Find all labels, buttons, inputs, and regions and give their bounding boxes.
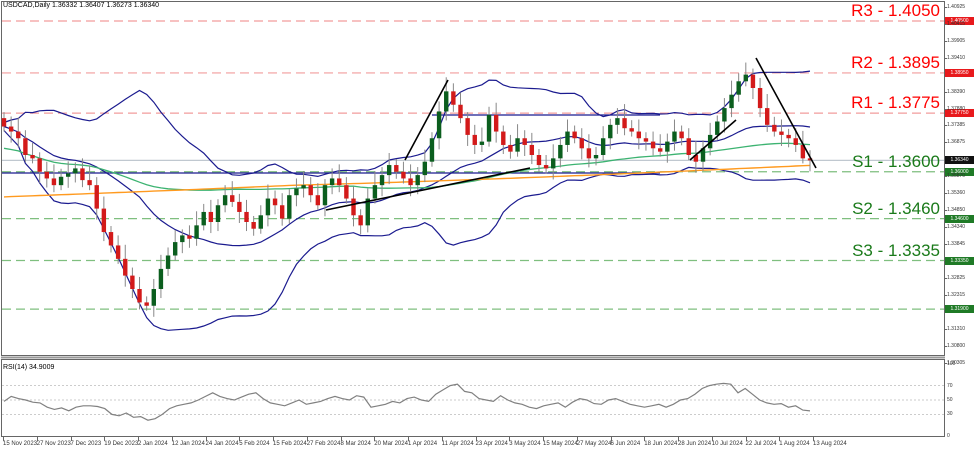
date-axis-label: 28 Jun 2024 — [678, 441, 712, 447]
price-axis-label: 1.34340 — [947, 224, 966, 231]
price-tag-s3: 1.33350 — [945, 256, 974, 265]
price-axis-label: 1.30800 — [947, 342, 966, 349]
price-axis-label: 1.30305 — [947, 359, 966, 366]
date-axis-label: 19 Dec 2023 — [104, 441, 139, 447]
rsi-panel-frame — [1, 359, 945, 437]
price-axis-label: 1.36875 — [947, 139, 966, 146]
rsi-axis-label: 100 — [947, 361, 956, 367]
level-label-r3: R3 - 1.4050 — [851, 1, 940, 20]
price-tag-s2: 1.34600 — [945, 214, 974, 223]
date-axis-label: 15 Nov 2023 — [3, 441, 38, 447]
trendline-2[interactable] — [689, 119, 737, 161]
date-axis-label: 2 Jan 2024 — [138, 441, 168, 447]
date-axis-label: 20 Mar 2024 — [374, 441, 408, 447]
rsi-axis-label: 70 — [947, 382, 953, 389]
price-tag-s4: 1.31900 — [945, 305, 974, 314]
date-axis-label: 5 Feb 2024 — [239, 441, 270, 447]
price-axis-label: 1.39410 — [947, 54, 966, 61]
moving-averages — [3, 142, 811, 198]
date-axis-label: 6 Jun 2024 — [610, 441, 641, 447]
date-axis-label: 3 May 2024 — [509, 441, 541, 447]
date-axis-label: 11 Apr 2024 — [441, 441, 474, 447]
price-tag-r1: 1.37750 — [945, 109, 974, 118]
date-axis-label: 12 Jan 2024 — [171, 441, 205, 447]
level-label-s1: S1 - 1.3600 — [852, 151, 940, 171]
price-axis-label: 1.35870 — [947, 173, 966, 180]
trendline-1[interactable] — [404, 79, 449, 161]
current-price-tag: 1.36340 — [945, 156, 974, 165]
rsi-axis-label: 0 — [947, 433, 950, 439]
price-tag-s1: 1.36000 — [945, 167, 974, 176]
price-axis-label: 1.40415 — [947, 20, 966, 27]
price-axis-label: 1.39905 — [947, 37, 966, 44]
price-tag-r2: 1.38950 — [945, 68, 974, 77]
date-axis-label: 13 Aug 2024 — [813, 441, 847, 447]
date-axis-label: 1 Aug 2024 — [779, 441, 810, 447]
rsi-line — [3, 382, 811, 421]
price-axis-label: 1.35360 — [947, 190, 966, 197]
price-axis-label: 1.32825 — [947, 275, 966, 282]
date-axis-label: 8 Mar 2024 — [340, 441, 371, 447]
date-axis-label: 24 Jan 2024 — [205, 441, 239, 447]
date-axis-label: 1 Apr 2024 — [408, 441, 438, 447]
price-axis-label: 1.37385 — [947, 122, 966, 129]
symbol-header: USDCAD,Daily 1.36332 1.36407 1.36273 1.3… — [3, 2, 160, 9]
price-axis-label: 1.34850 — [947, 207, 966, 214]
date-axis-label: 15 May 2024 — [543, 441, 578, 447]
date-axis-label: 27 Nov 2023 — [36, 441, 71, 447]
date-axis-label: 27 May 2024 — [576, 441, 612, 447]
date-axis-label: 22 Jul 2024 — [745, 441, 777, 447]
price-axis-label: 1.33845 — [947, 240, 966, 247]
date-axis-label: 10 Jul 2024 — [711, 441, 743, 447]
rsi-axis-label: 30 — [947, 411, 953, 418]
date-axis-label: 23 Apr 2024 — [475, 441, 508, 447]
rsi-indicator — [2, 382, 944, 421]
trendlines — [325, 57, 817, 211]
price-axis-label: 1.32315 — [947, 292, 966, 299]
price-axis-label: 1.37880 — [947, 105, 966, 112]
date-axis-label: 7 Dec 2023 — [70, 441, 102, 447]
trendline-0[interactable] — [325, 167, 531, 211]
rsi-header: RSI(14) 34.9009 — [3, 364, 55, 371]
level-label-s3: S3 - 1.3335 — [852, 240, 940, 260]
price-tag-r3: 1.40500 — [945, 17, 974, 25]
price-axis-label: 1.31310 — [947, 325, 966, 332]
price-axis-label: 1.40925 — [947, 3, 966, 10]
date-axis-label: 27 Feb 2024 — [306, 441, 341, 447]
trendline-3[interactable] — [755, 57, 817, 169]
price-axis-label: 1.38390 — [947, 88, 966, 95]
date-axis-label: 18 Jun 2024 — [644, 441, 678, 447]
level-label-r1: R1 - 1.3775 — [851, 93, 940, 113]
level-label-r2: R2 - 1.3895 — [851, 52, 940, 72]
candlesticks — [1, 62, 813, 317]
level-label-s2: S2 - 1.3460 — [852, 198, 940, 218]
price-panel-frame — [1, 1, 945, 356]
date-axis-label: 15 Feb 2024 — [273, 441, 307, 447]
rsi-axis-label: 50 — [947, 397, 953, 403]
